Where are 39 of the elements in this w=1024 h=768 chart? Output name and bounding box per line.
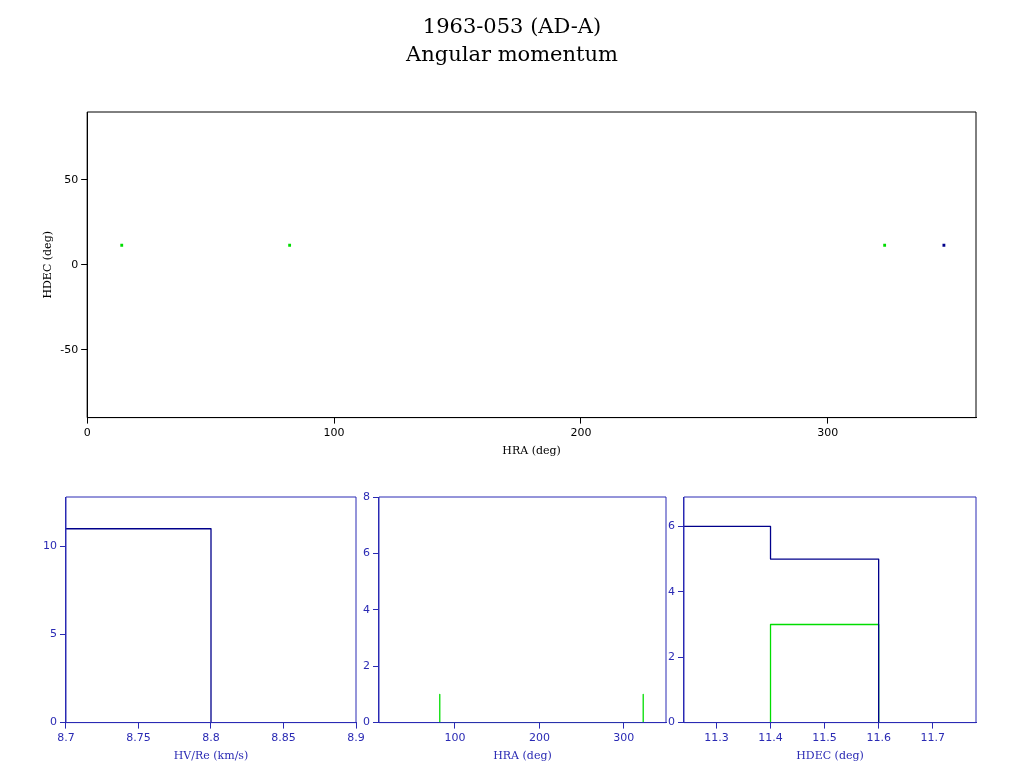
y-tick-label: 8	[363, 489, 370, 503]
x-axis-title: HRA (deg)	[493, 749, 552, 763]
y-tick-label: 0	[50, 715, 57, 729]
x-tick-label: 100	[444, 731, 466, 745]
x-axis-title: HRA (deg)	[502, 444, 561, 458]
y-tick-label: 50	[64, 172, 79, 186]
y-tick-label: 5	[50, 627, 57, 641]
chart-subtitle: Angular momentum	[405, 42, 619, 66]
y-tick-label: 0	[668, 715, 675, 729]
y-tick-label: 2	[668, 650, 675, 664]
y-axis-title: HDEC (deg)	[41, 231, 55, 299]
y-tick-label: 6	[363, 546, 370, 560]
y-tick-label: 10	[43, 539, 57, 553]
x-tick-label: 200	[570, 426, 592, 440]
y-tick-label: 0	[363, 715, 370, 729]
x-tick-label: 300	[613, 731, 635, 745]
y-tick-label: 4	[363, 602, 370, 616]
x-tick-label: 11.4	[758, 731, 783, 745]
x-tick-label: 100	[323, 426, 345, 440]
y-tick-label: -50	[60, 342, 79, 356]
x-axis-title: HDEC (deg)	[796, 749, 864, 763]
x-tick-label: 8.9	[347, 731, 365, 745]
y-tick-label: 4	[668, 584, 675, 598]
y-tick-label: 0	[71, 257, 79, 271]
x-tick-label: 300	[817, 426, 839, 440]
y-tick-label: 2	[363, 659, 370, 673]
x-tick-label: 0	[83, 426, 91, 440]
x-tick-label: 11.6	[866, 731, 891, 745]
x-tick-label: 11.3	[704, 731, 729, 745]
x-tick-label: 8.8	[202, 731, 220, 745]
x-axis-title: HV/Re (km/s)	[173, 749, 249, 763]
x-tick-label: 8.7	[57, 731, 75, 745]
x-tick-label: 8.75	[126, 731, 151, 745]
x-tick-label: 8.85	[271, 731, 296, 745]
y-tick-label: 6	[668, 519, 675, 533]
x-tick-label: 11.5	[812, 731, 837, 745]
x-tick-label: 11.7	[920, 731, 945, 745]
x-tick-label: 200	[528, 731, 550, 745]
chart-title: 1963-053 (AD-A)	[421, 14, 603, 38]
